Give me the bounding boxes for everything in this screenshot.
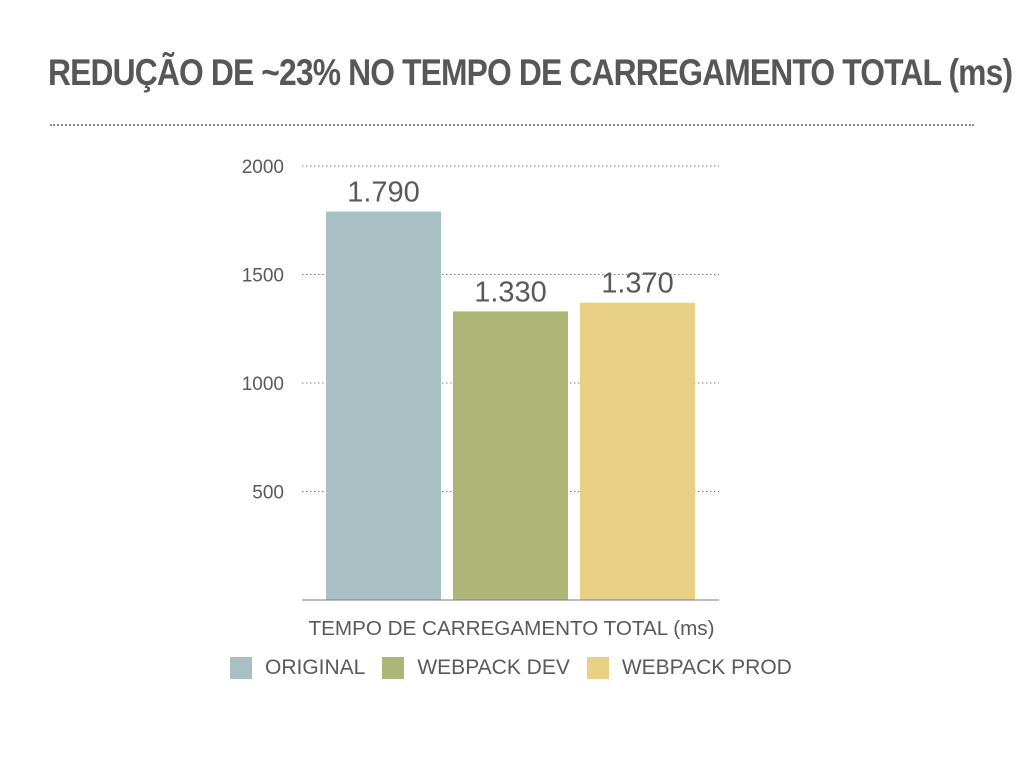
bar-webpack-dev [453,311,568,600]
data-labels: 1.790 1.330 1.370 [347,177,674,309]
y-tick-label: 1500 [242,266,284,287]
data-label: 1.370 [601,268,674,300]
y-axis-ticks: 500 1000 1500 2000 [242,157,284,504]
x-axis-label: TEMPO DE CARREGAMENTO TOTAL (ms) [309,618,715,640]
bars [326,211,695,600]
slide-title: REDUÇÃO DE ~23% NO TEMPO DE CARREGAMENTO… [48,52,1013,93]
legend-label: WEBPACK DEV [417,656,570,679]
legend-label: WEBPACK PROD [621,656,792,679]
y-tick-label: 500 [252,483,284,504]
legend-swatch [382,657,405,679]
bar-webpack-prod [580,302,695,600]
legend-item: ORIGINAL [230,656,365,680]
data-label: 1.790 [347,177,420,209]
title-divider [50,124,974,126]
legend-item: WEBPACK PROD [586,656,792,680]
data-label: 1.330 [474,276,547,308]
y-tick-label: 1000 [242,374,284,395]
legend-swatch [586,657,609,679]
legend-label: ORIGINAL [265,656,366,679]
legend-item: WEBPACK DEV [382,656,570,680]
bar-original [326,211,441,600]
chart-legend: ORIGINAL WEBPACK DEV WEBPACK PROD [230,655,809,681]
y-tick-label: 2000 [242,157,284,178]
legend-swatch [230,657,252,679]
